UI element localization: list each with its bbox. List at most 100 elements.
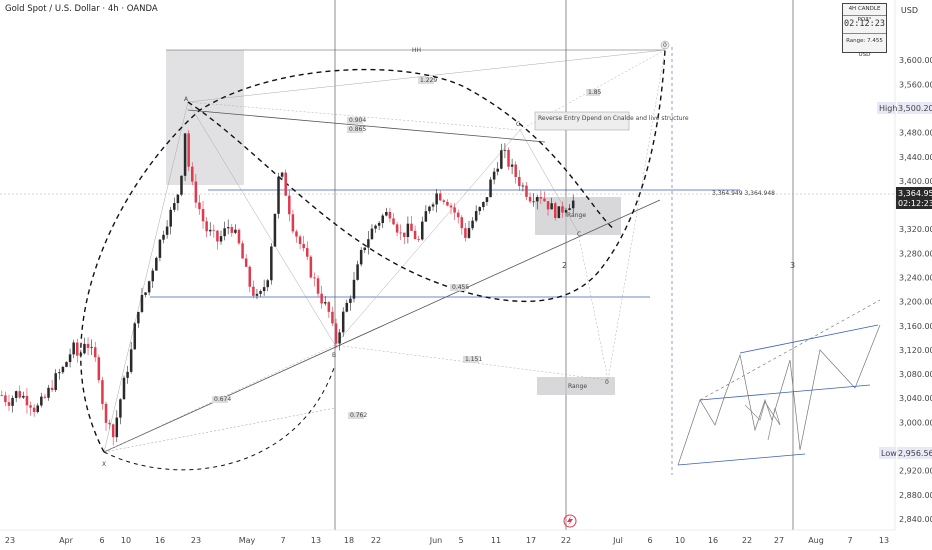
time-tick-label: 22 xyxy=(371,536,381,545)
time-tick-label: 11 xyxy=(491,536,501,545)
candle-body xyxy=(309,256,313,278)
low-tag xyxy=(897,447,932,459)
candle-body xyxy=(79,353,83,356)
candle-body xyxy=(374,225,377,229)
candle-body xyxy=(323,302,327,304)
candle-body xyxy=(68,354,72,363)
time-tick-label: 16 xyxy=(155,536,165,545)
candle-body xyxy=(546,201,550,210)
ratio-label: 0.455 xyxy=(452,284,469,291)
candle-body xyxy=(536,196,539,202)
note-box[interactable] xyxy=(534,111,630,131)
projection-zigzag xyxy=(677,324,881,466)
candle-body xyxy=(194,181,198,203)
ascending-trendline[interactable] xyxy=(103,199,661,453)
range-label: Range xyxy=(567,212,586,219)
price-tick-label: 3,160.000 xyxy=(899,322,932,331)
price-tick-label: 3,120.000 xyxy=(899,346,932,355)
candle-body xyxy=(421,221,424,240)
low-value: 2,956.565 xyxy=(898,449,932,458)
candle-body xyxy=(129,349,133,372)
candle-body xyxy=(410,223,413,231)
candle-body xyxy=(180,175,183,195)
candle-body xyxy=(187,133,190,167)
candle-body xyxy=(122,377,126,400)
candle-body xyxy=(43,396,47,398)
range-zone-target[interactable] xyxy=(537,377,615,395)
candle-body xyxy=(86,343,90,348)
blue-channel-top xyxy=(739,324,879,354)
candle-body xyxy=(327,302,331,312)
price-axis[interactable]: 3,600.0003,560.0003,520.0003,480.0003,44… xyxy=(899,56,932,524)
alert-icon[interactable] xyxy=(563,514,577,528)
candle-body xyxy=(478,207,482,212)
candle-body xyxy=(40,396,43,406)
candle-body xyxy=(367,239,370,248)
currency-label[interactable]: USD xyxy=(900,6,918,15)
candle-body xyxy=(306,248,309,257)
candle-body xyxy=(435,193,438,205)
candle-body xyxy=(370,228,374,240)
price-tick-label: 2,840.000 xyxy=(899,515,932,524)
candle-body xyxy=(532,201,535,203)
price-tick-label: 3,480.000 xyxy=(899,129,932,138)
candle-body xyxy=(460,217,464,229)
candle-body xyxy=(352,279,356,299)
descending-trendline[interactable] xyxy=(187,109,546,143)
blue-channel-mid xyxy=(699,384,871,401)
candle-body xyxy=(489,179,492,198)
last-price: 3,364.950 xyxy=(898,189,932,198)
candle-body xyxy=(503,149,507,151)
low-tag-label xyxy=(879,447,896,459)
hh-label: HH xyxy=(412,47,421,54)
harmonic-pattern xyxy=(103,49,666,453)
candles-group[interactable] xyxy=(0,130,575,446)
candle-body xyxy=(205,221,208,232)
candle-body xyxy=(237,229,241,244)
candle-body xyxy=(359,249,363,265)
candle-body xyxy=(22,395,25,398)
candle-body xyxy=(36,405,39,413)
time-tick-label: 13 xyxy=(879,536,889,545)
candle-body xyxy=(553,203,557,219)
point-a-label: A xyxy=(184,96,189,103)
supply-zone[interactable] xyxy=(166,50,244,185)
candle-body xyxy=(313,277,316,279)
candle-body xyxy=(449,205,453,208)
range-zone[interactable] xyxy=(535,197,621,235)
candle-body xyxy=(284,172,287,196)
candle-body xyxy=(471,220,474,229)
candle-body xyxy=(162,234,165,240)
candle-body xyxy=(424,211,428,222)
time-tick-label: Aug xyxy=(808,536,824,545)
candle-body xyxy=(280,172,284,177)
time-tick-label: 7 xyxy=(847,536,852,545)
candle-body xyxy=(18,391,22,398)
candle-body xyxy=(219,236,223,242)
candle-body xyxy=(244,258,248,267)
xc-line xyxy=(103,407,336,453)
time-axis[interactable]: 23 Apr 6 10 16 23 May 7 13 18 22 Jun 5 11 17 22 Jul 6 10 16… xyxy=(5,536,889,545)
candle-body xyxy=(173,203,176,210)
candle-body xyxy=(438,193,442,201)
candle-body xyxy=(119,399,122,418)
candle-body xyxy=(158,239,162,258)
candle-body xyxy=(108,422,111,425)
candle-body xyxy=(0,395,4,397)
candle-body xyxy=(25,395,29,406)
candle-body xyxy=(334,323,338,344)
candle-body xyxy=(137,311,140,324)
time-tick-label: 23 xyxy=(191,536,201,545)
candle-body xyxy=(183,133,187,176)
candle-body xyxy=(54,373,57,390)
candle-body xyxy=(464,228,467,238)
high-label: High xyxy=(879,104,897,113)
point-zero-label: 0 xyxy=(663,42,667,49)
candle-body xyxy=(363,247,367,250)
candle-body xyxy=(557,206,561,219)
candle-body xyxy=(201,209,205,222)
price-tick-label: 3,600.000 xyxy=(899,56,932,65)
range-label-2: Range xyxy=(568,383,587,390)
candle-body xyxy=(50,387,54,390)
